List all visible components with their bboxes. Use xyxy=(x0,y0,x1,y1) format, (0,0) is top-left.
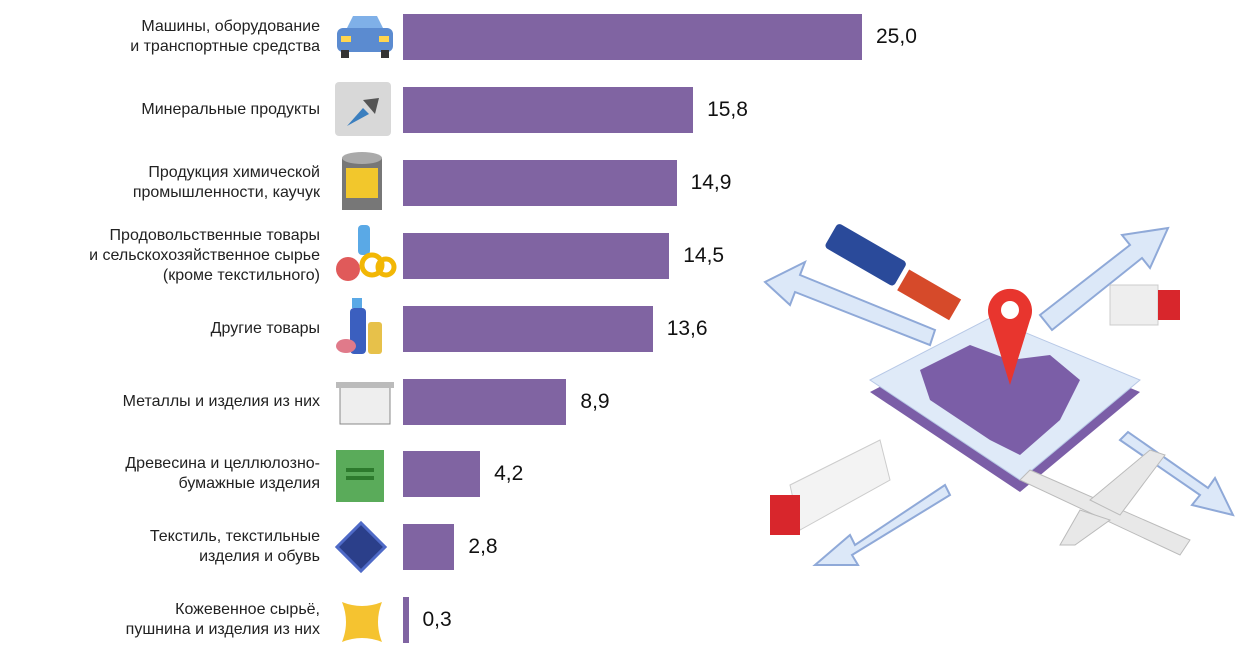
value-label: 14,5 xyxy=(683,243,725,267)
value-label: 15,8 xyxy=(707,97,748,121)
category-label: Древесина и целлюлозно- бумажные изделия xyxy=(125,455,320,493)
value-label: 8,9 xyxy=(580,389,610,413)
category-label: Другие товары xyxy=(210,319,320,337)
bar xyxy=(403,524,455,571)
bar xyxy=(403,14,862,60)
category-label: Продовольственные товары и сельскохозяйс… xyxy=(89,226,320,284)
value-label: 13,6 xyxy=(666,316,708,340)
category-label: Металлы и изделия из них xyxy=(122,392,320,410)
value-label: 4,2 xyxy=(494,462,524,486)
value-label: 25,0 xyxy=(876,25,917,48)
bar xyxy=(403,86,694,133)
category-label: Машины, оборудование и транспортные сред… xyxy=(130,18,320,55)
value-label: 2,8 xyxy=(468,535,498,559)
icons xyxy=(334,16,397,642)
bar xyxy=(403,159,677,206)
bar xyxy=(403,378,567,425)
category-label: Кожевенное сырьё, пушнина и изделия из н… xyxy=(125,601,320,639)
value-label: 0,3 xyxy=(422,608,452,632)
category-label: Продукция химической промышленности, кау… xyxy=(132,163,320,201)
bar xyxy=(403,451,481,498)
bar xyxy=(403,597,409,644)
category-label: Минеральные продукты xyxy=(141,100,320,118)
category-label: Текстиль, текстильные изделия и обувь xyxy=(149,528,320,566)
bar xyxy=(403,305,653,352)
value-label: 14,9 xyxy=(690,170,732,194)
bar xyxy=(403,232,670,279)
